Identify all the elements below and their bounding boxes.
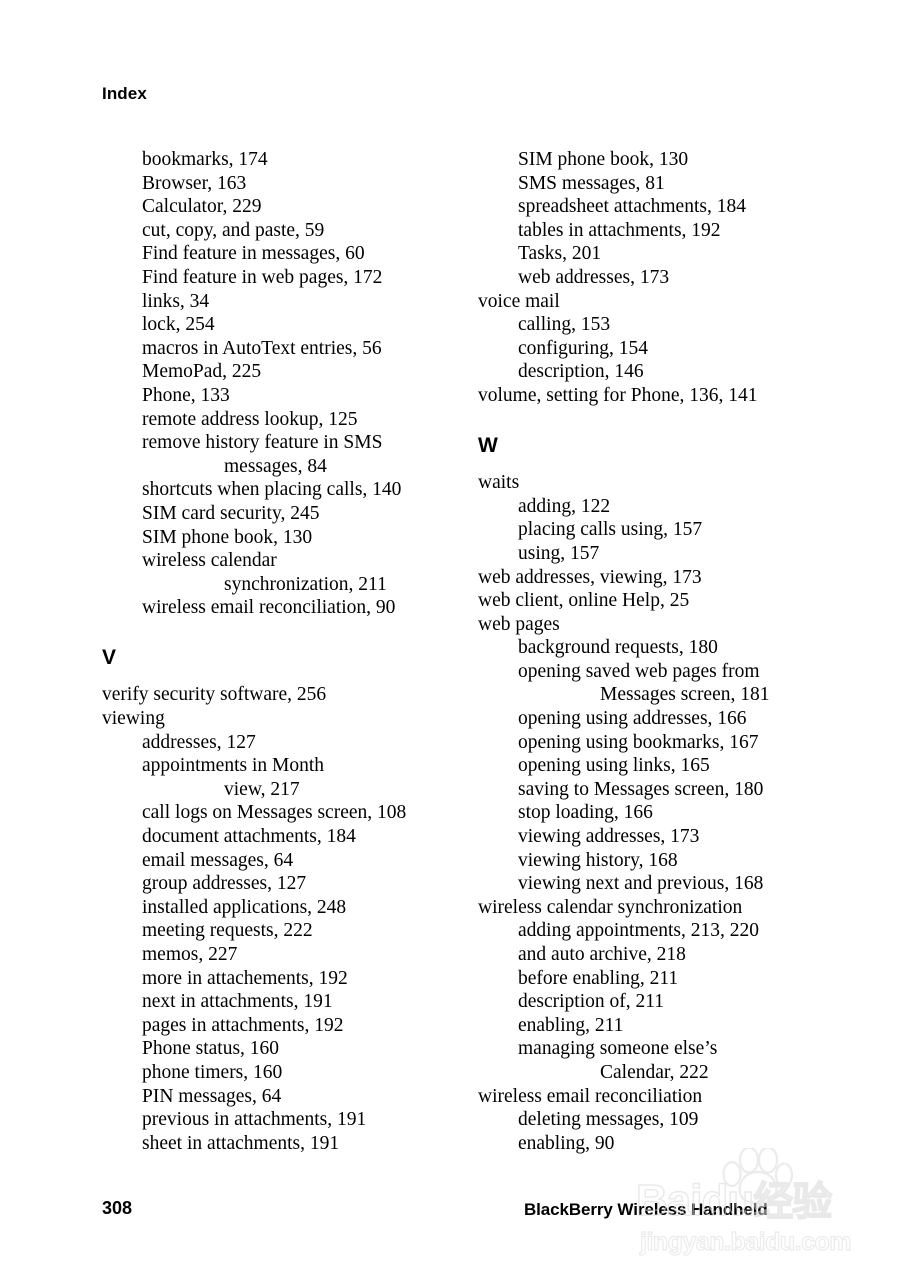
index-subentry: using, 157: [518, 542, 600, 564]
section-spacer: [478, 457, 848, 471]
index-subentry: description of, 211: [518, 991, 665, 1013]
index-subentry: Phone, 133: [142, 384, 230, 406]
section-spacer: [478, 408, 848, 434]
watermark-domain: jingyan.baidu.com: [639, 1227, 852, 1256]
index-subentry: Find feature in messages, 60: [142, 243, 365, 265]
index-subentry: meeting requests, 222: [142, 920, 313, 942]
index-subentry: remove history feature in SMS: [142, 432, 383, 454]
index-entry: wireless email reconciliation: [478, 1085, 703, 1107]
index-subentry: stop loading, 166: [518, 802, 653, 824]
index-subentry: email messages, 64: [142, 849, 294, 871]
index-subentry: viewing history, 168: [518, 849, 678, 871]
index-subentry: viewing addresses, 173: [518, 826, 700, 848]
index-entry-continuation: view, 217: [224, 778, 300, 800]
index-subentry: MemoPad, 225: [142, 361, 262, 383]
index-subentry: Find feature in web pages, 172: [142, 266, 383, 288]
index-subentry: viewing next and previous, 168: [518, 873, 764, 895]
index-entry: waits: [478, 472, 520, 494]
index-subentry: shortcuts when placing calls, 140: [142, 479, 402, 501]
index-subentry: opening saved web pages from: [518, 660, 760, 682]
index-subentry: bookmarks, 174: [142, 149, 268, 170]
index-subentry: and auto archive, 218: [518, 944, 686, 965]
index-subentry: next in attachments, 191: [142, 991, 333, 1013]
index-entry: viewing: [102, 708, 165, 730]
index-subentry: adding, 122: [518, 495, 611, 517]
index-subentry: enabling, 211: [518, 1014, 624, 1036]
index-entry: verify security software, 256: [102, 684, 327, 706]
index-letter-heading: V: [102, 645, 117, 669]
index-subentry: before enabling, 211: [518, 967, 679, 989]
index-subentry: SIM phone book, 130: [142, 526, 313, 548]
index-subentry: phone timers, 160: [142, 1061, 283, 1083]
index-subentry: pages in attachments, 192: [142, 1014, 344, 1036]
index-subentry: opening using bookmarks, 167: [518, 731, 759, 753]
index-column-right: SIM phone book, 130 SMS messages, 81 sprea…: [478, 148, 848, 1155]
index-subentry: wireless calendar: [142, 550, 277, 572]
index-entry-continuation: Messages screen, 181: [600, 684, 770, 706]
index-subentry: Calculator, 229: [142, 196, 262, 218]
index-entry: volume, setting for Phone, 136, 141: [478, 384, 758, 406]
index-column-left: bookmarks, 174 Browser, 163 Calculator, 22…: [102, 148, 472, 1155]
index-subentry: remote address lookup, 125: [142, 408, 358, 430]
index-subentry: placing calls using, 157: [518, 519, 703, 541]
index-subentry: description, 146: [518, 361, 644, 383]
index-subentry: installed applications, 248: [142, 896, 347, 918]
index-subentry: lock, 254: [142, 314, 215, 336]
index-subentry: document attachments, 184: [142, 826, 356, 848]
index-subentry: cut, copy, and paste, 59: [142, 219, 325, 241]
index-subentry: adding appointments, 213, 220: [518, 920, 760, 942]
book-title: BlackBerry Wireless Handheld: [524, 1200, 768, 1219]
index-subentry: opening using links, 165: [518, 755, 710, 777]
index-subentry: enabling, 90: [518, 1132, 615, 1154]
index-subentry: Tasks, 201: [518, 243, 602, 265]
index-subentry: sheet in attachments, 191: [142, 1132, 340, 1154]
index-entry: web pages: [478, 613, 560, 635]
index-entry: voice mail: [478, 290, 560, 312]
index-subentry: deleting messages, 109: [518, 1109, 699, 1131]
index-columns: bookmarks, 174 Browser, 163 Calculator, 22…: [0, 148, 902, 1154]
index-subentry: web addresses, 173: [518, 266, 670, 288]
index-subentry: call logs on Messages screen, 108: [142, 802, 407, 824]
index-letter-heading: W: [478, 433, 498, 457]
index-subentry: macros in AutoText entries, 56: [142, 337, 382, 359]
section-spacer: [102, 620, 472, 646]
index-subentry: more in attachements, 192: [142, 967, 348, 989]
index-subentry: configuring, 154: [518, 337, 648, 359]
index-entry-continuation: Calendar, 222: [600, 1061, 709, 1083]
index-subentry: spreadsheet attachments, 184: [518, 196, 746, 218]
index-subentry: Phone status, 160: [142, 1038, 280, 1060]
index-subentry: SIM card security, 245: [142, 502, 320, 524]
index-subentry: saving to Messages screen, 180: [518, 778, 764, 800]
index-subentry: links, 34: [142, 290, 210, 312]
index-subentry: group addresses, 127: [142, 873, 307, 895]
paw-print-icon: [722, 1148, 794, 1204]
index-subentry: PIN messages, 64: [142, 1085, 282, 1107]
index-subentry: SIM phone book, 130: [518, 149, 689, 170]
index-entry: web addresses, viewing, 173: [478, 566, 702, 588]
index-subentry: appointments in Month: [142, 755, 324, 777]
index-subentry: memos, 227: [142, 944, 238, 965]
index-subentry: SMS messages, 81: [518, 172, 665, 194]
index-entry: web client, online Help, 25: [478, 590, 690, 612]
page-title: Index: [102, 84, 147, 103]
section-spacer: [102, 669, 472, 683]
index-entry-continuation: synchronization, 211: [224, 573, 387, 595]
index-subentry: managing someone else’s: [518, 1038, 718, 1060]
page-footer: 308 BlackBerry Wireless Handheld: [0, 1198, 902, 1230]
index-subentry: previous in attachments, 191: [142, 1109, 367, 1131]
index-subentry: wireless email reconciliation, 90: [142, 597, 396, 619]
index-subentry: Browser, 163: [142, 172, 247, 194]
index-subentry: addresses, 127: [142, 731, 256, 753]
page-number: 308: [102, 1198, 133, 1218]
index-entry-continuation: messages, 84: [224, 455, 327, 477]
index-entry: wireless calendar synchronization: [478, 896, 743, 918]
index-subentry: background requests, 180: [518, 637, 718, 659]
index-subentry: tables in attachments, 192: [518, 219, 721, 241]
index-subentry: calling, 153: [518, 314, 611, 336]
index-subentry: opening using addresses, 166: [518, 708, 747, 730]
